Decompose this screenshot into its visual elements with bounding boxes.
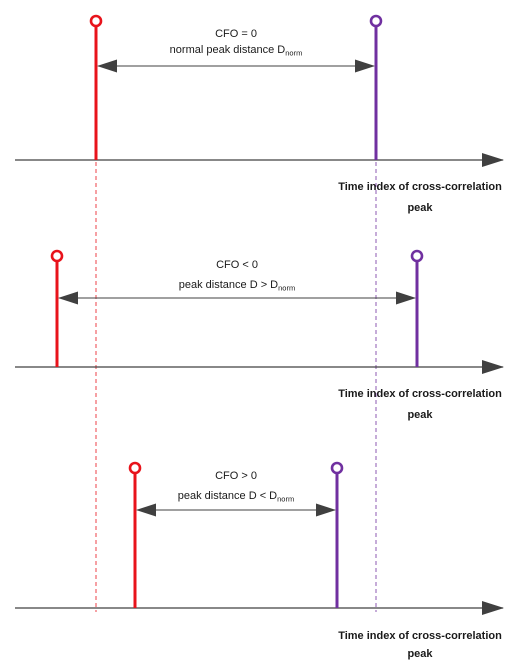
panel-cfo-zero: CFO = 0 normal peak distance Dnorm Time … (15, 14, 504, 214)
peak-distance-label: normal peak distance Dnorm (170, 44, 303, 58)
red-peak-marker (50, 249, 64, 263)
purple-peak-marker (410, 249, 424, 263)
axis-label-line2: peak (407, 648, 433, 660)
red-peak-marker (128, 461, 142, 475)
axis-label-line1: Time index of cross-correlation (338, 181, 502, 193)
axis-label-line2: peak (407, 202, 433, 214)
panel-cfo-positive: CFO > 0 peak distance D < Dnorm Time ind… (15, 461, 504, 660)
peak-distance-label: peak distance D > Dnorm (179, 279, 295, 293)
purple-peak-marker (330, 461, 344, 475)
axis-label-line1: Time index of cross-correlation (338, 630, 502, 642)
axis-label-line1: Time index of cross-correlation (338, 388, 502, 400)
cfo-label: CFO = 0 (215, 28, 257, 40)
red-peak-marker (89, 14, 103, 28)
cfo-label: CFO > 0 (215, 470, 257, 482)
axis-label-line2: peak (407, 409, 433, 421)
panel-cfo-negative: CFO < 0 peak distance D > Dnorm Time ind… (15, 249, 504, 421)
peak-distance-label: peak distance D < Dnorm (178, 490, 294, 504)
purple-peak-marker (369, 14, 383, 28)
cfo-label: CFO < 0 (216, 259, 258, 271)
